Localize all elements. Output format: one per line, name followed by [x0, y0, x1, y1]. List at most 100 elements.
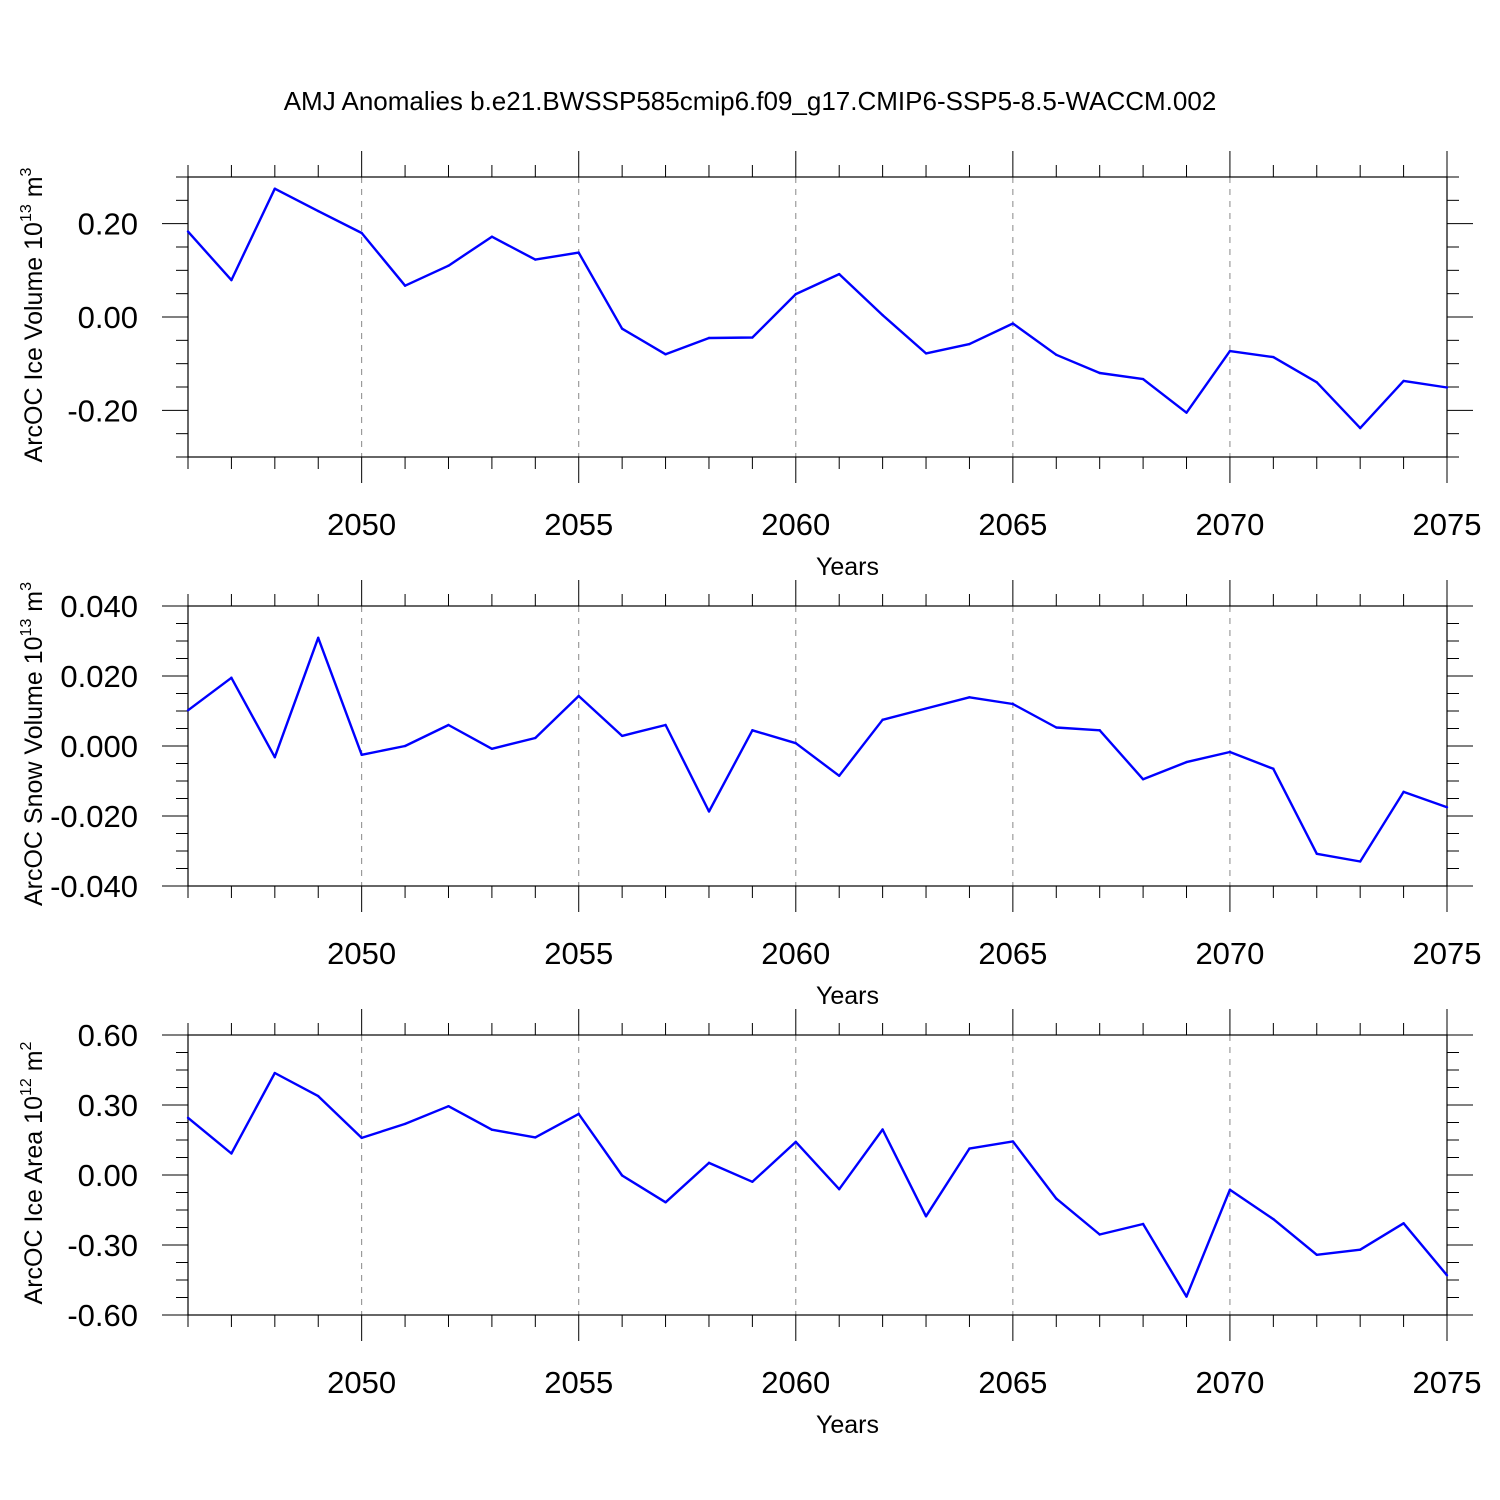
data-point [1402, 1222, 1405, 1225]
data-point [707, 1161, 711, 1165]
data-point [1011, 322, 1015, 325]
x-tick-label: 2055 [544, 507, 613, 542]
data-point [534, 736, 537, 740]
data-point [664, 723, 667, 727]
series-line [187, 1071, 1448, 1298]
data-point [620, 1174, 624, 1177]
y-axis-label-ylabel-main: ArcOC Ice Volume 10 [20, 222, 48, 462]
x-tick-label: 2050 [327, 1365, 396, 1400]
data-point [490, 235, 494, 238]
x-tick-label: 2070 [1195, 936, 1264, 971]
x-tick-label: 2060 [761, 936, 830, 971]
data-point [534, 1136, 537, 1139]
data-point [1055, 353, 1058, 356]
data-point [1272, 1217, 1275, 1221]
data-point [1141, 1222, 1145, 1226]
x-tick-label: 2060 [761, 1365, 830, 1400]
data-point [838, 1188, 841, 1191]
x-tick-label: 2070 [1195, 507, 1264, 542]
data-point [620, 327, 624, 330]
y-axis-label-ylabel-exp: 13 [18, 619, 35, 637]
x-axis-label: Years [816, 553, 879, 581]
y-tick-label: -0.60 [67, 1298, 138, 1333]
data-point [794, 292, 797, 296]
y-tick-label: -0.040 [50, 869, 138, 904]
y-axis-label-ylabel-unit-exp: 3 [18, 582, 35, 591]
data-point [403, 284, 407, 287]
x-tick-label: 2050 [327, 507, 396, 542]
data-point [968, 696, 971, 699]
data-point [1011, 702, 1015, 706]
data-point [1445, 386, 1449, 389]
data-point [838, 774, 841, 777]
y-axis-label-ylabel-exp: 13 [18, 204, 35, 222]
data-point [1141, 778, 1145, 781]
data-point [924, 352, 928, 355]
data-point [1098, 1233, 1101, 1236]
y-axis-label: ArcOC Snow Volume 1013 m3 [18, 582, 48, 906]
data-point [1445, 1274, 1449, 1277]
data-point [1011, 1140, 1015, 1143]
y-tick-label: 0.30 [78, 1088, 138, 1123]
data-point [403, 744, 407, 748]
y-axis-label-ylabel-unit-exp: 3 [18, 167, 35, 176]
data-point [447, 1104, 450, 1108]
data-point [1315, 852, 1318, 855]
x-axis-label: Years [816, 982, 879, 1010]
panel-3: 2050 2055 2060 2065 2070 2075 -0.60 -0.30 0.00 0.… [18, 1009, 1481, 1439]
y-axis-label: ArcOC Ice Area 1012 m2 [18, 1041, 48, 1304]
data-point [751, 336, 754, 339]
data-point [881, 313, 884, 317]
chart-title: AMJ Anomalies b.e21.BWSSP585cmip6.f09_g1… [284, 86, 1217, 116]
panel-1: 2050 2055 2060 2065 2070 2075 -0.20 0.00 0.20 Yea… [18, 151, 1481, 581]
data-point [1098, 371, 1101, 375]
y-tick-label: 0.040 [60, 589, 138, 624]
x-tick-label: 2075 [1413, 936, 1482, 971]
y-axis-label-ylabel-exp: 12 [18, 1078, 35, 1096]
data-point [447, 723, 450, 727]
data-point [924, 707, 928, 710]
data-point [1055, 1197, 1058, 1200]
y-axis-label-ylabel-main: ArcOC Ice Area 10 [20, 1096, 48, 1304]
data-point [881, 718, 884, 721]
x-tick-label: 2065 [978, 507, 1047, 542]
y-tick-label: 0.020 [60, 659, 138, 694]
data-point [577, 1112, 580, 1116]
data-point [447, 264, 450, 267]
data-point [707, 810, 711, 813]
data-point [273, 756, 277, 759]
data-point [664, 1201, 667, 1204]
y-axis-label-ylabel-unit: m [20, 176, 48, 204]
data-point [751, 729, 754, 732]
x-tick-label: 2075 [1413, 1365, 1482, 1400]
data-point [273, 187, 277, 190]
y-tick-label: -0.020 [50, 799, 138, 834]
data-point [1185, 411, 1188, 414]
data-point [924, 1215, 928, 1218]
x-axis-label: Years [816, 1411, 879, 1439]
data-point [360, 753, 363, 756]
data-point [360, 1136, 363, 1140]
y-axis-label: ArcOC Ice Volume 1013 m3 [18, 167, 48, 462]
data-point [707, 336, 711, 340]
data-point [1315, 1253, 1318, 1257]
y-tick-label: 0.00 [78, 300, 138, 335]
data-point [968, 1147, 971, 1150]
data-point [186, 1116, 190, 1120]
y-axis-label-ylabel-unit: m [20, 1050, 48, 1078]
data-point [403, 1122, 407, 1126]
data-point [1315, 381, 1318, 384]
series-line [187, 636, 1448, 863]
data-point [1141, 377, 1145, 381]
data-point [230, 1152, 233, 1155]
data-point [1402, 379, 1405, 383]
data-point [490, 747, 494, 750]
data-point [317, 209, 320, 213]
data-point [577, 251, 580, 254]
y-tick-label: -0.30 [67, 1228, 138, 1263]
data-point [1358, 426, 1362, 430]
y-axis-label-ylabel-unit: m [20, 591, 48, 619]
data-point [1228, 349, 1232, 353]
